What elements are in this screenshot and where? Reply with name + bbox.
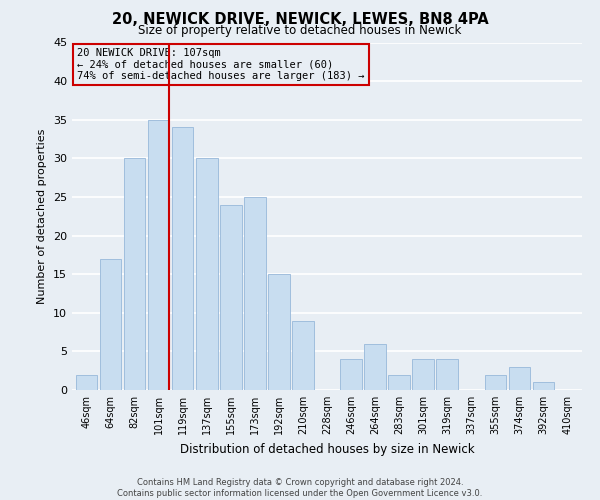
Bar	[388, 374, 410, 390]
Bar	[268, 274, 290, 390]
Bar	[364, 344, 386, 390]
Bar	[509, 367, 530, 390]
Bar	[412, 359, 434, 390]
Bar	[76, 374, 97, 390]
Text: 20, NEWICK DRIVE, NEWICK, LEWES, BN8 4PA: 20, NEWICK DRIVE, NEWICK, LEWES, BN8 4PA	[112, 12, 488, 28]
Bar	[340, 359, 362, 390]
Y-axis label: Number of detached properties: Number of detached properties	[37, 128, 47, 304]
Text: Contains HM Land Registry data © Crown copyright and database right 2024.
Contai: Contains HM Land Registry data © Crown c…	[118, 478, 482, 498]
X-axis label: Distribution of detached houses by size in Newick: Distribution of detached houses by size …	[179, 442, 475, 456]
Bar	[220, 204, 242, 390]
Bar	[533, 382, 554, 390]
Bar	[292, 320, 314, 390]
Bar	[244, 197, 266, 390]
Text: 20 NEWICK DRIVE: 107sqm
← 24% of detached houses are smaller (60)
74% of semi-de: 20 NEWICK DRIVE: 107sqm ← 24% of detache…	[77, 48, 365, 81]
Bar	[100, 258, 121, 390]
Bar	[172, 128, 193, 390]
Bar	[436, 359, 458, 390]
Bar	[124, 158, 145, 390]
Bar	[148, 120, 169, 390]
Bar	[485, 374, 506, 390]
Text: Size of property relative to detached houses in Newick: Size of property relative to detached ho…	[139, 24, 461, 37]
Bar	[196, 158, 218, 390]
